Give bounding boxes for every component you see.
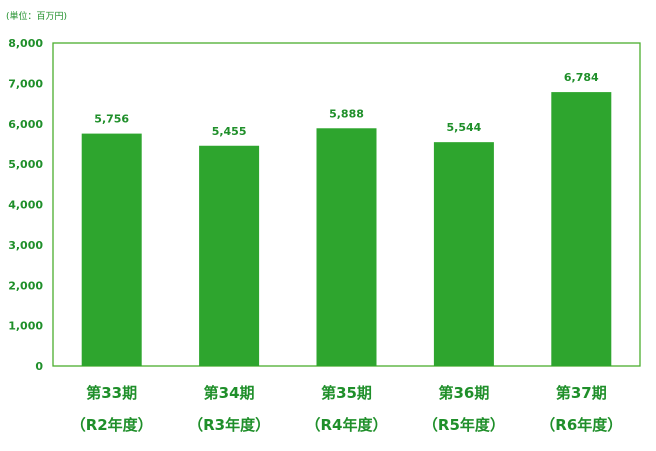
- y-tick-label: 6,000: [8, 118, 43, 131]
- x-category-period: 第37期: [556, 384, 607, 402]
- x-axis-categories: 第33期 （R2年度） 第34期 （R3年度） 第35期 （R4年度） 第36期 （R5年度）…: [71, 384, 623, 434]
- y-tick-label: 1,000: [8, 320, 43, 333]
- x-category-period: 第34期: [204, 384, 255, 402]
- x-category-period: 第36期: [438, 384, 489, 402]
- data-label: 5,756: [94, 113, 129, 126]
- y-tick-label: 7,000: [8, 77, 43, 90]
- bar: [551, 92, 612, 366]
- bar: [433, 142, 494, 366]
- data-labels: 5,756 5,455 5,888 5,544 6,784: [94, 71, 599, 138]
- y-tick-label: 8,000: [8, 37, 43, 50]
- bar: [316, 128, 377, 366]
- data-label: 5,544: [447, 121, 482, 134]
- bar: [199, 145, 260, 366]
- bars: [81, 92, 612, 366]
- x-category-period: 第35期: [321, 384, 372, 402]
- x-category-year: （R2年度）: [71, 416, 153, 434]
- unit-note: (単位：百万円): [6, 10, 67, 22]
- x-category-year: （R4年度）: [306, 416, 388, 434]
- y-tick-label: 2,000: [8, 279, 43, 292]
- y-axis-ticks: 0 1,000 2,000 3,000 4,000 5,000 6,000 7,000 8,00…: [8, 37, 43, 373]
- data-label: 5,888: [329, 107, 364, 120]
- y-tick-label: 0: [35, 360, 43, 373]
- x-category-year: （R6年度）: [540, 416, 622, 434]
- y-tick-label: 3,000: [8, 239, 43, 252]
- data-label: 5,455: [212, 125, 247, 138]
- y-tick-label: 4,000: [8, 199, 43, 212]
- x-category-year: （R3年度）: [188, 416, 270, 434]
- x-category-period: 第33期: [86, 384, 137, 402]
- data-label: 6,784: [564, 71, 599, 84]
- y-tick-label: 5,000: [8, 158, 43, 171]
- x-category-year: （R5年度）: [423, 416, 505, 434]
- bar: [81, 133, 142, 366]
